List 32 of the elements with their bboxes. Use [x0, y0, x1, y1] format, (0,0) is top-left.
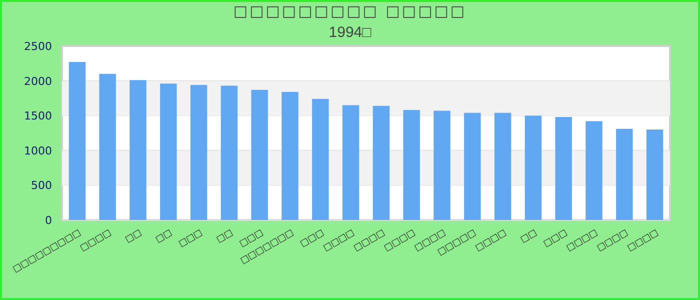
- bar: [586, 121, 602, 220]
- bar: [190, 84, 208, 220]
- bar: [160, 84, 177, 220]
- bar: [372, 106, 390, 220]
- bar: [342, 105, 360, 220]
- chart-title: □□□□□□□□□ □□□□□: [233, 2, 467, 20]
- bar: [220, 86, 238, 220]
- bar: [282, 92, 298, 220]
- y-tick-label: 500: [31, 179, 52, 192]
- bar: [524, 116, 542, 220]
- bar: [494, 112, 512, 220]
- y-tick-label: 0: [45, 214, 52, 227]
- x-tick-label: □□: [214, 228, 235, 246]
- y-tick-label: 1500: [24, 110, 52, 123]
- bar: [434, 110, 450, 220]
- bar: [464, 112, 481, 220]
- chart-subtitle: 1994□: [328, 24, 372, 41]
- bar: [130, 80, 146, 220]
- bar: [646, 130, 664, 220]
- x-tick-label: □□: [154, 228, 174, 246]
- y-tick-label: 1000: [24, 144, 52, 158]
- x-tick-label: □□: [518, 228, 539, 246]
- bar: [68, 62, 86, 220]
- bar: [251, 90, 268, 220]
- y-tick-label: 2000: [24, 74, 52, 88]
- bar: [312, 98, 329, 220]
- y-tick-label: 2500: [24, 40, 52, 53]
- bar: [403, 110, 420, 220]
- bar: [616, 128, 633, 220]
- bar: [555, 116, 572, 220]
- x-tick-label: □□: [124, 228, 144, 246]
- bar: [99, 74, 116, 220]
